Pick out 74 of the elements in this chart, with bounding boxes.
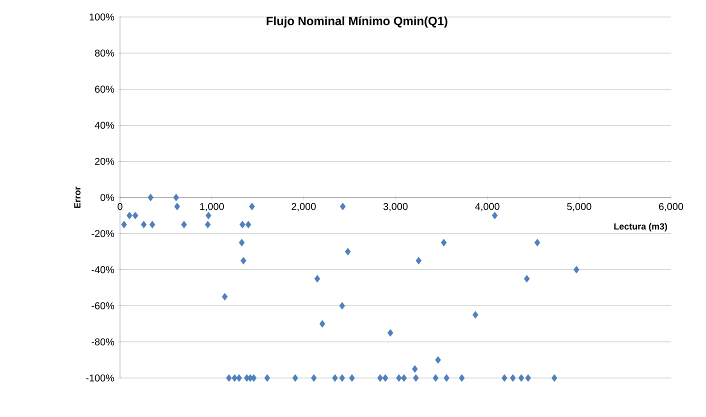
x-tick-label: 2,000 xyxy=(292,203,316,212)
point xyxy=(226,374,232,382)
point xyxy=(204,220,211,228)
point xyxy=(206,212,212,220)
point xyxy=(126,212,132,220)
y-tick-label: -40% xyxy=(92,266,114,274)
x-tick-label: 5,000 xyxy=(567,203,592,212)
point xyxy=(432,374,439,382)
point xyxy=(387,329,394,337)
point xyxy=(412,365,418,373)
point xyxy=(472,311,478,319)
point xyxy=(382,374,388,382)
point xyxy=(412,374,419,382)
point xyxy=(551,374,558,382)
y-tick-label: 80% xyxy=(94,50,114,57)
point xyxy=(510,374,516,382)
point xyxy=(416,256,422,264)
point xyxy=(435,356,441,364)
point xyxy=(340,202,346,210)
chart-title: Flujo Nominal Mínimo Qmin(Q1) xyxy=(266,16,448,28)
point xyxy=(524,274,530,283)
y-tick-label: -60% xyxy=(92,302,114,310)
point xyxy=(525,374,532,382)
point xyxy=(319,320,326,328)
point xyxy=(173,194,180,202)
point xyxy=(132,212,138,220)
point xyxy=(502,374,508,382)
point xyxy=(440,238,447,246)
point xyxy=(240,220,246,228)
y-tick-label: 60% xyxy=(95,86,114,93)
point xyxy=(238,238,245,246)
y-tick-label: -20% xyxy=(92,230,114,238)
y-tick-label: 0% xyxy=(100,194,114,202)
y-axis-title: Error xyxy=(74,186,80,208)
point xyxy=(121,220,127,228)
point xyxy=(149,220,156,228)
y-tick-label: 20% xyxy=(95,158,114,165)
point xyxy=(236,374,242,382)
x-tick-label: 0 xyxy=(118,203,122,210)
point xyxy=(349,374,355,382)
y-tick-label: -80% xyxy=(92,338,114,346)
x-axis-title: Lectura (m3) xyxy=(614,223,668,232)
point xyxy=(492,212,498,220)
point xyxy=(245,220,252,228)
point xyxy=(344,248,351,256)
x-tick-label: 3,000 xyxy=(383,203,408,212)
point xyxy=(148,194,154,202)
point xyxy=(396,374,402,382)
point xyxy=(240,256,246,264)
point xyxy=(249,202,255,210)
point xyxy=(332,374,338,382)
point xyxy=(339,374,346,382)
point xyxy=(292,374,298,382)
point xyxy=(444,374,450,382)
x-tick-label: 4,000 xyxy=(475,203,500,212)
point xyxy=(574,266,580,274)
y-tick-label: -100% xyxy=(86,374,114,382)
point xyxy=(377,374,384,382)
x-tick-label: 6,000 xyxy=(659,203,684,212)
point xyxy=(264,374,270,382)
point xyxy=(174,202,180,210)
y-tick-label: 40% xyxy=(94,122,114,129)
point xyxy=(518,374,524,382)
point xyxy=(222,292,228,301)
point xyxy=(140,220,147,228)
y-tick-label: 100% xyxy=(90,13,114,21)
point xyxy=(458,374,465,382)
point xyxy=(181,220,187,228)
x-tick-label: 1,000 xyxy=(200,203,224,212)
point xyxy=(534,238,540,246)
point xyxy=(401,374,407,382)
point xyxy=(310,374,317,382)
point xyxy=(339,302,346,310)
point xyxy=(314,274,320,283)
